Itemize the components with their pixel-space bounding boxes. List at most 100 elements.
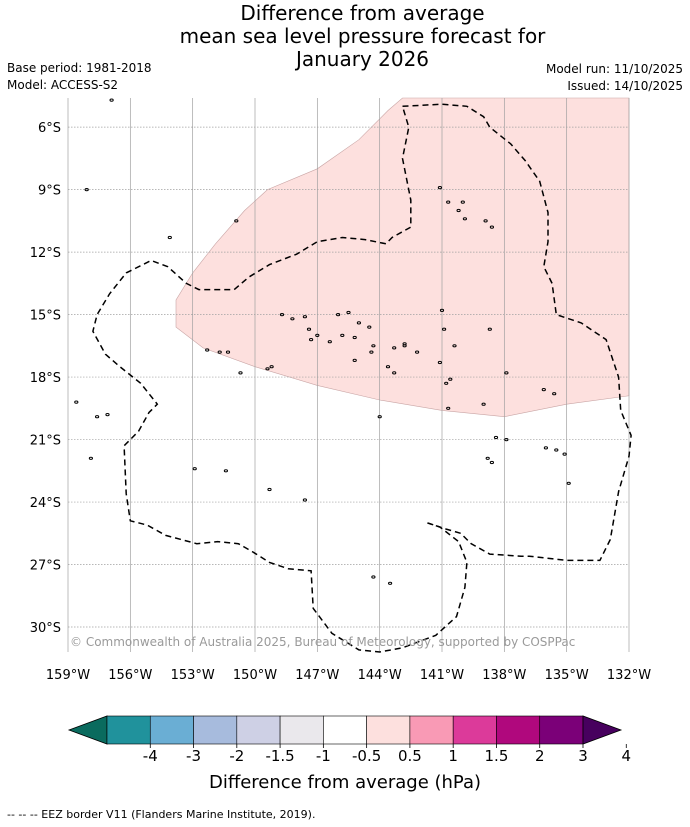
- x-tick-label: 159°W: [46, 668, 90, 683]
- island: [279, 313, 285, 317]
- island: [88, 456, 94, 460]
- colorbar-tick-label: 2: [535, 747, 545, 765]
- colorbar-label: Difference from average (hPa): [209, 772, 481, 793]
- colorbar-bin: [106, 715, 151, 745]
- island: [167, 235, 172, 240]
- island: [371, 344, 376, 348]
- island: [541, 388, 546, 392]
- island: [444, 381, 449, 385]
- eez-border-2: [92, 106, 468, 653]
- x-tick-label: 138°W: [482, 668, 526, 683]
- map-layer: 159°W 156°W 153°W 150°W 147°W 144°W 141°W 138°W…: [30, 97, 651, 683]
- colorbar-tick-label: 4: [621, 747, 631, 765]
- island: [385, 365, 391, 369]
- colorbar-tick-label: 3: [578, 747, 588, 765]
- island: [217, 350, 222, 354]
- island: [371, 575, 376, 579]
- island: [84, 188, 89, 192]
- y-tick-label: 12°S: [30, 246, 61, 261]
- island: [290, 317, 295, 321]
- island: [437, 360, 442, 365]
- colorbar-tick-label: -1: [316, 747, 331, 765]
- colorbar-bin: [236, 715, 281, 745]
- island: [493, 435, 499, 440]
- eez-legend: -- -- -- EEZ border V11 (Flanders Marine…: [7, 808, 316, 821]
- y-tick-label: 18°S: [30, 371, 61, 386]
- island: [462, 217, 467, 221]
- island: [485, 456, 490, 460]
- island: [554, 448, 559, 452]
- island: [448, 377, 453, 381]
- colorbar-tick-label: 1.5: [485, 747, 509, 765]
- island: [452, 344, 457, 348]
- colorbar: -4 -3 -2 -1.5 -1 -0.5 0.5 1 1.5 2 3 4: [67, 715, 631, 765]
- island: [205, 348, 210, 352]
- model-name: Model: ACCESS-S2: [7, 78, 119, 92]
- island: [483, 219, 488, 223]
- island: [402, 342, 407, 346]
- island: [446, 406, 451, 410]
- island: [309, 338, 314, 342]
- colorbar-bin: [409, 715, 454, 745]
- colorbar-tick-label: -2: [229, 747, 244, 765]
- copyright-notice: © Commonwealth of Australia 2025, Bureau…: [70, 635, 575, 649]
- meta-left: Base period: 1981-2018 Model: ACCESS-S2: [7, 60, 152, 94]
- island: [265, 367, 270, 371]
- colorbar-tick-label: 0.5: [398, 747, 422, 765]
- x-tick-label: 147°W: [295, 668, 339, 683]
- island: [439, 308, 445, 312]
- y-tick-label: 15°S: [30, 309, 61, 324]
- island: [487, 327, 492, 331]
- island: [356, 321, 361, 325]
- island: [456, 208, 461, 213]
- island: [415, 350, 420, 354]
- x-tick-label: 144°W: [358, 668, 402, 683]
- island: [352, 358, 357, 362]
- island: [489, 460, 494, 465]
- island: [315, 333, 320, 337]
- colorbar-bin: [323, 715, 367, 745]
- colorbar-extend-low: [67, 715, 108, 745]
- colorbar-bin: [193, 715, 238, 745]
- title-line-2: mean sea level pressure forecast for: [179, 24, 546, 48]
- colorbar-tick-label: -3: [186, 747, 201, 765]
- y-tick-label: 27°S: [30, 559, 61, 574]
- island: [225, 350, 231, 354]
- island: [504, 438, 509, 442]
- island: [346, 310, 351, 315]
- x-tick-label: 153°W: [171, 668, 215, 683]
- colorbar-bin: [496, 715, 541, 745]
- island: [302, 315, 307, 319]
- y-tick-label: 21°S: [30, 434, 61, 449]
- x-tick-label: 150°W: [233, 668, 277, 683]
- island: [504, 371, 509, 375]
- island: [388, 581, 393, 585]
- x-tick-label: 135°W: [545, 668, 589, 683]
- chart-title: Difference from average mean sea level p…: [0, 2, 690, 71]
- island: [446, 200, 451, 204]
- island: [340, 333, 345, 337]
- island: [392, 371, 397, 375]
- island: [442, 327, 447, 331]
- island: [74, 400, 79, 404]
- island: [302, 498, 307, 502]
- eez-border-1: [402, 103, 632, 562]
- island: [437, 186, 442, 190]
- x-tick-label: 141°W: [420, 668, 464, 683]
- colorbar-bin: [366, 715, 411, 745]
- island: [234, 219, 239, 223]
- island: [460, 200, 465, 204]
- base-period: Base period: 1981-2018: [7, 61, 152, 75]
- meta-right: Model run: 11/10/2025 Issued: 14/10/2025: [546, 61, 683, 95]
- island: [192, 467, 197, 471]
- colorbar-bin: [279, 715, 324, 745]
- colorbar-tick-label: -4: [143, 747, 158, 765]
- island: [105, 413, 110, 417]
- anomaly-region-0.5-1hPa: [175, 97, 630, 418]
- x-tick-label: 132°W: [607, 668, 651, 683]
- island: [369, 350, 374, 354]
- island: [267, 487, 272, 492]
- model-run: Model run: 11/10/2025: [545, 62, 683, 76]
- title-line-3: January 2026: [295, 47, 430, 71]
